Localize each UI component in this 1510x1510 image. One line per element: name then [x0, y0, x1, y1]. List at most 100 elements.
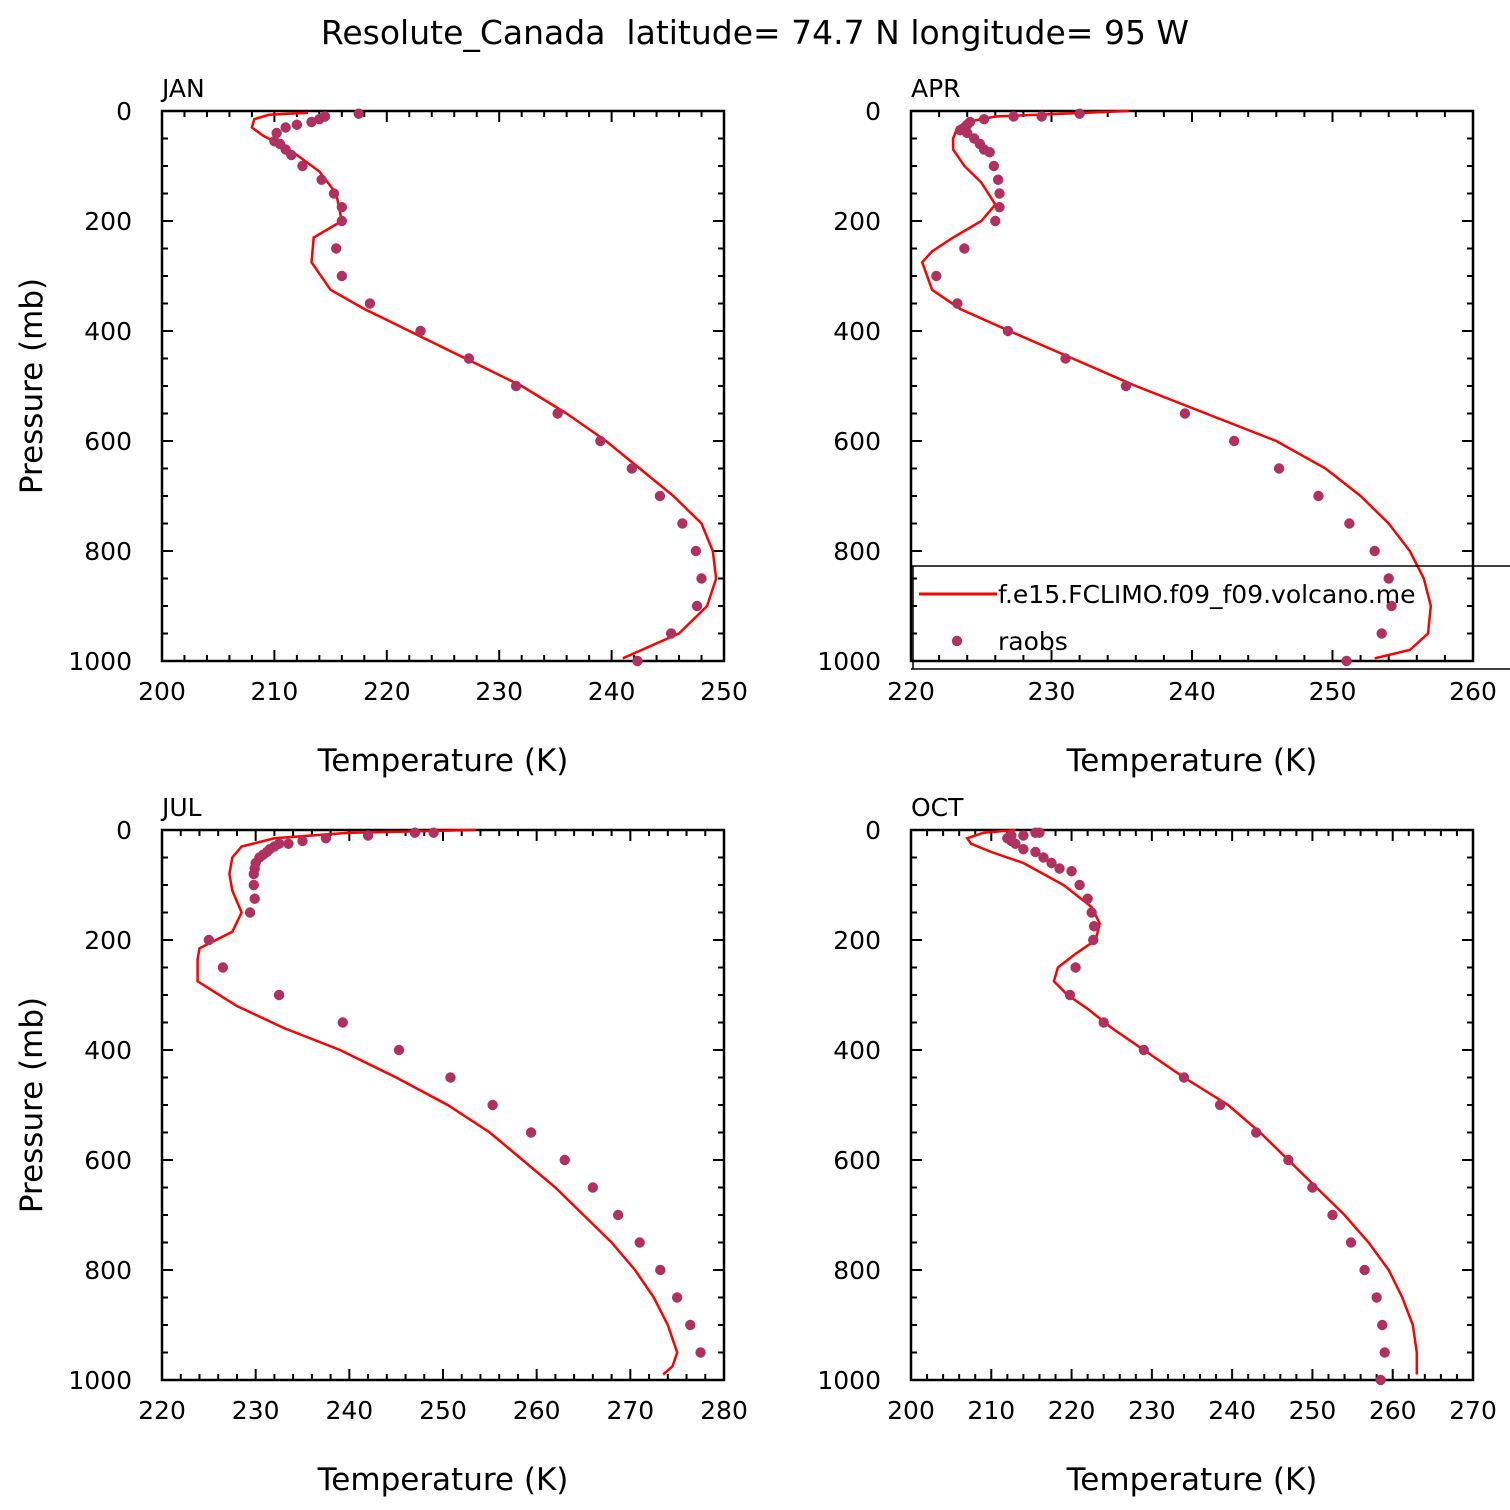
obs-point [552, 408, 563, 419]
obs-point [671, 1292, 683, 1303]
obs-point [1060, 353, 1071, 364]
panel-oct: 200 210 220 230 240 250 260 270 0 200 400 600 800 100… [817, 793, 1496, 1498]
x-tick-label: 210 [251, 677, 299, 706]
panel-label: OCT [911, 793, 964, 822]
obs-point [994, 188, 1005, 199]
obs-point [445, 1072, 456, 1083]
y-tick-label: 400 [84, 1036, 132, 1065]
y-tick-label: 600 [833, 427, 881, 456]
x-tick-label: 240 [325, 1396, 373, 1425]
y-tick-label: 1000 [68, 647, 132, 676]
y-tick-label: 800 [833, 537, 881, 566]
obs-point [931, 270, 942, 282]
y-tick-label: 0 [865, 97, 881, 126]
obs-point [655, 1264, 666, 1276]
obs-point [1371, 1292, 1382, 1303]
plot-frame [909, 109, 1475, 663]
obs-point [1070, 962, 1081, 973]
panel-label: APR [911, 74, 961, 103]
obs-point [1375, 1374, 1386, 1386]
obs-point [1283, 1154, 1294, 1166]
legend-obs-marker [951, 635, 963, 647]
obs-point [217, 962, 229, 973]
y-tick-label: 1000 [68, 1366, 132, 1395]
obs-point [952, 298, 963, 309]
obs-point [984, 147, 995, 158]
obs-point [415, 325, 426, 337]
obs-point [1088, 934, 1099, 946]
obs-point [525, 1127, 537, 1138]
obs-point [409, 827, 421, 838]
y-tick-label: 600 [84, 1146, 132, 1175]
obs-point [1088, 921, 1100, 932]
obs-point [1074, 108, 1085, 119]
obs-point [1345, 1237, 1357, 1248]
x-axis-label: Temperature (K) [1066, 743, 1318, 779]
x-tick-label: 260 [1369, 1396, 1417, 1425]
x-tick-label: 200 [887, 1396, 935, 1425]
y-tick-label: 1000 [817, 647, 881, 676]
obs-point [353, 108, 364, 119]
obs-point [1179, 408, 1191, 419]
obs-point [994, 202, 1005, 213]
obs-point [1008, 111, 1019, 122]
x-tick-label: 260 [513, 1396, 561, 1425]
obs-point [1066, 866, 1077, 877]
obs-point [463, 353, 475, 364]
obs-point [665, 628, 677, 639]
obs-point [1344, 518, 1355, 529]
y-tick-label: 1000 [817, 1366, 881, 1395]
obs-point [244, 907, 256, 918]
x-tick-label: 220 [363, 677, 411, 706]
obs-point [286, 149, 297, 161]
obs-point [1138, 1044, 1150, 1056]
x-tick-label: 230 [1028, 677, 1076, 706]
obs-point [1251, 1127, 1262, 1138]
obs-point [1018, 844, 1029, 855]
obs-point [1030, 827, 1041, 838]
x-tick-label: 270 [606, 1396, 654, 1425]
x-tick-label: 220 [887, 677, 935, 706]
obs-point [510, 380, 522, 392]
obs-point [297, 160, 308, 172]
y-tick-label: 200 [833, 207, 881, 236]
obs-point [248, 879, 259, 891]
obs-point [990, 215, 1001, 227]
obs-point [690, 545, 702, 557]
y-tick-label: 800 [84, 1256, 132, 1285]
obs-point [1327, 1209, 1338, 1221]
obs-point [677, 518, 688, 529]
obs-point [316, 174, 327, 185]
y-tick-label: 400 [833, 317, 881, 346]
x-tick-label: 230 [1128, 1396, 1176, 1425]
obs-point [612, 1209, 624, 1221]
legend-obs-label: raobs [998, 627, 1068, 656]
obs-point [1074, 879, 1085, 891]
obs-point [691, 600, 703, 612]
panel-apr: 220 230 240 250 260 0 200 400 600 800 1000 Temperat… [817, 74, 1496, 779]
panels: 200 210 220 230 240 250 0 200 400 600 800 1000 Tempe… [14, 74, 1497, 1498]
obs-point [273, 989, 285, 1001]
obs-point [320, 833, 332, 844]
model-series-line [920, 109, 1433, 660]
x-tick-label: 280 [700, 1396, 748, 1425]
obs-point [1002, 325, 1014, 337]
obs-point [336, 270, 348, 282]
obs-point [331, 243, 342, 254]
obs-point [1379, 1347, 1390, 1358]
x-tick-label: 250 [1309, 677, 1357, 706]
y-tick-label: 400 [84, 317, 132, 346]
y-axis-label: Pressure (mb) [14, 997, 50, 1213]
obs-point [336, 215, 348, 227]
y-tick-label: 600 [84, 427, 132, 456]
obs-point [695, 1347, 706, 1358]
x-tick-label: 220 [1048, 1396, 1096, 1425]
x-tick-label: 220 [138, 1396, 186, 1425]
obs-point [487, 1099, 498, 1111]
obs-point [1369, 545, 1380, 557]
obs-point [1313, 490, 1324, 502]
obs-point [364, 298, 376, 309]
obs-point [1064, 989, 1076, 1001]
obs-point [1359, 1264, 1370, 1276]
x-tick-label: 230 [475, 677, 523, 706]
